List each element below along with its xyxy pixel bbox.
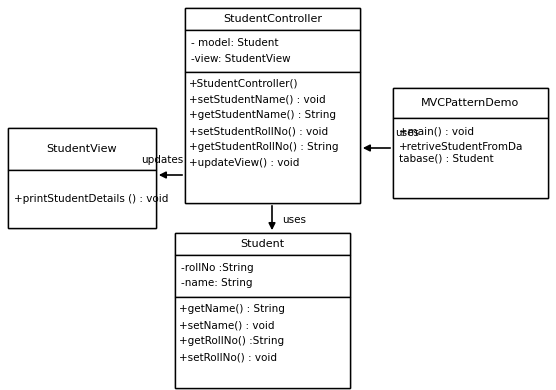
Bar [185,8,360,203]
Text: +setName() : void: +setName() : void [179,320,275,330]
Text: uses: uses [395,128,419,138]
Text: -rollNo :String: -rollNo :String [181,263,254,273]
Bar [8,128,156,170]
Bar [393,88,548,118]
Bar [175,255,350,297]
Text: +retriveStudentFromDa
tabase() : Student: +retriveStudentFromDa tabase() : Student [399,142,523,163]
Text: +setRollNo() : void: +setRollNo() : void [179,352,277,362]
Text: Student: Student [240,239,285,249]
Bar [8,170,156,228]
Text: +StudentController(): +StudentController() [189,78,299,88]
Text: updates: updates [141,155,183,165]
Text: +setStudentName() : void: +setStudentName() : void [189,94,326,104]
Bar [185,8,360,30]
Text: +getName() : String: +getName() : String [179,304,285,314]
Text: - model: Student: - model: Student [191,38,279,48]
Bar [175,233,350,388]
Text: +getRollNo() :String: +getRollNo() :String [179,336,284,346]
Text: -view: StudentView: -view: StudentView [191,54,291,64]
Text: +setStudentRollNo() : void: +setStudentRollNo() : void [189,126,328,136]
Bar [175,297,350,388]
Bar [393,118,548,198]
Bar [8,128,156,228]
Text: +updateView() : void: +updateView() : void [189,158,299,168]
Text: +main() : void: +main() : void [399,126,474,136]
Text: +getStudentRollNo() : String: +getStudentRollNo() : String [189,142,339,152]
Text: StudentController: StudentController [223,14,322,24]
Bar [185,72,360,203]
Bar [175,233,350,255]
Text: -name: String: -name: String [181,278,252,288]
Text: uses: uses [282,215,306,225]
Text: MVCPatternDemo: MVCPatternDemo [421,98,520,108]
Text: StudentView: StudentView [47,144,117,154]
Bar [185,30,360,72]
Text: +getStudentName() : String: +getStudentName() : String [189,110,336,120]
Bar [393,88,548,198]
Text: +printStudentDetails () : void: +printStudentDetails () : void [14,194,168,204]
